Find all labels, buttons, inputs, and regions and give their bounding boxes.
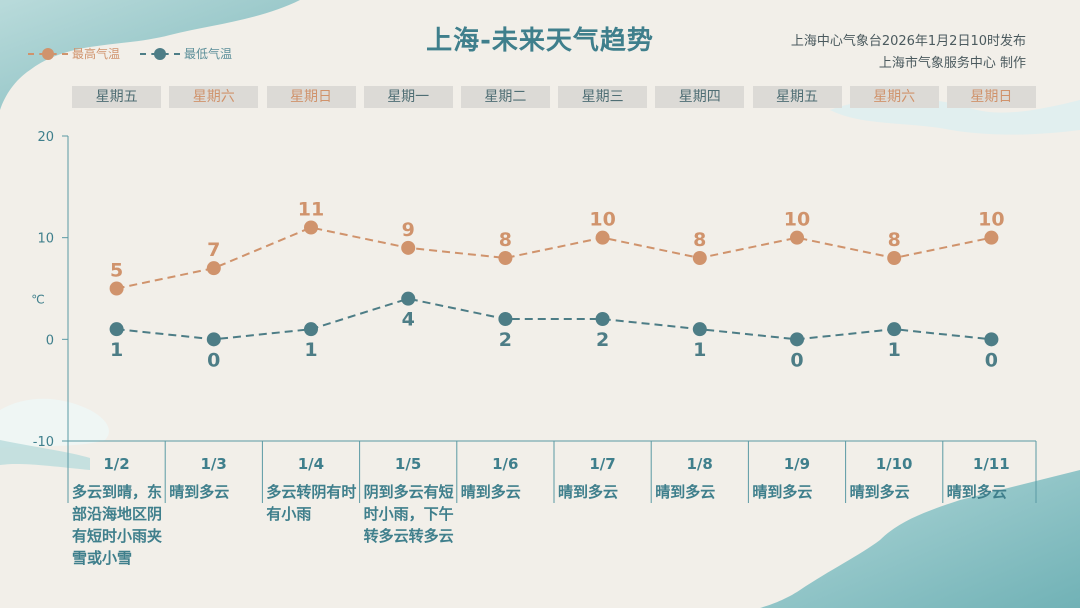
- maker-text: 上海市气象服务中心 制作: [878, 56, 1026, 71]
- data-label-high: 10: [978, 209, 1004, 231]
- data-label-low: 1: [304, 339, 317, 361]
- data-point-high: [498, 251, 513, 265]
- weather-condition: 晴到多云: [558, 483, 619, 501]
- series-line-low: [116, 297, 992, 341]
- data-label-low: 2: [499, 329, 512, 351]
- weather-condition: 多云到晴，东部沿海地区阴有短时小雨夹雪或小雪: [72, 483, 163, 567]
- date-label: 1/5: [394, 455, 422, 473]
- weather-condition: 晴到多云: [849, 483, 910, 501]
- data-point-low: [692, 322, 707, 337]
- data-label-low: 0: [985, 349, 998, 371]
- data-label-high: 7: [207, 239, 220, 261]
- data-label-high: 5: [110, 260, 123, 282]
- weekday-label: 星期日: [946, 86, 1036, 108]
- data-point-high: [401, 240, 416, 255]
- chart-title: 上海-未来天气趋势: [426, 26, 654, 56]
- weather-condition: 晴到多云: [655, 483, 716, 501]
- data-point-high: [595, 230, 610, 245]
- legend-swatch-high: [28, 47, 68, 61]
- date-label: 1/8: [686, 455, 713, 473]
- data-label-low: 2: [596, 329, 609, 351]
- data-label-high: 10: [589, 209, 615, 231]
- date-label: 1/9: [783, 455, 811, 473]
- y-tick-label: 0: [46, 333, 54, 348]
- data-point-low: [109, 322, 124, 337]
- issuer-text: 上海中心气象台2026年1月2日10时发布: [790, 34, 1026, 49]
- legend-swatch-low: [140, 47, 180, 61]
- data-point-high: [692, 251, 707, 265]
- data-label-high: 9: [402, 219, 415, 241]
- weather-condition: 阴到多云有短时小雨，下午转多云转多云: [363, 483, 454, 545]
- data-point-low: [595, 312, 610, 326]
- y-axis-label: ℃: [31, 293, 44, 307]
- weather-condition: 多云转阴有时有小雨: [266, 483, 357, 523]
- weekday-label: 星期五: [752, 86, 842, 108]
- data-point-low: [984, 332, 999, 347]
- weekday-label: 星期一: [363, 86, 453, 108]
- series-lines: [116, 226, 992, 341]
- weather-condition: 晴到多云: [752, 483, 813, 501]
- data-point-low: [206, 332, 221, 347]
- data-point-high: [984, 230, 999, 245]
- weather-condition: 晴到多云: [460, 483, 521, 501]
- data-point-high: [790, 230, 804, 245]
- legend-label-high: 最高气温: [72, 47, 121, 61]
- weather-condition: 晴到多云: [169, 483, 230, 501]
- data-label-low: 1: [693, 339, 706, 361]
- weekday-label: 星期日: [266, 86, 356, 108]
- y-tick-label: 10: [37, 232, 54, 247]
- legend-label-low: 最低气温: [184, 47, 233, 61]
- data-point-high: [109, 281, 124, 296]
- date-label: 1/4: [297, 455, 325, 473]
- date-label: 1/3: [200, 455, 227, 473]
- data-label-low: 4: [402, 309, 415, 331]
- weekday-label: 星期六: [849, 86, 939, 108]
- weekday-label: 星期四: [655, 86, 745, 108]
- data-point-high: [206, 261, 221, 276]
- date-label: 1/11: [972, 455, 1010, 473]
- y-tick-label: -10: [33, 435, 54, 450]
- data-label-high: 11: [298, 199, 324, 221]
- weather-condition: 晴到多云: [946, 483, 1007, 501]
- data-label-low: 1: [110, 339, 123, 361]
- data-point-low: [887, 322, 902, 337]
- series-line-high: [116, 226, 992, 290]
- data-point-low: [790, 332, 804, 347]
- data-point-high: [887, 251, 902, 265]
- legend-item-high: 最高气温: [28, 45, 120, 62]
- weekday-label: 星期三: [558, 86, 648, 108]
- date-label: 1/2: [103, 455, 130, 473]
- y-tick-label: 20: [37, 130, 54, 145]
- data-label-low: 0: [207, 349, 220, 371]
- date-label: 1/6: [492, 455, 519, 473]
- weekday-label: 星期六: [169, 86, 259, 108]
- data-point-low: [401, 291, 416, 306]
- weekday-label: 星期五: [72, 86, 162, 108]
- weekday-label: 星期二: [460, 86, 550, 108]
- date-label: 1/7: [589, 455, 616, 473]
- date-label: 1/10: [875, 455, 913, 473]
- legend-item-low: 最低气温: [140, 45, 232, 62]
- data-label-high: 8: [693, 229, 706, 251]
- data-label-low: 1: [888, 339, 901, 361]
- data-label-high: 8: [499, 229, 512, 251]
- data-point-high: [304, 220, 318, 235]
- data-point-low: [304, 322, 318, 337]
- data-label-high: 10: [784, 209, 810, 231]
- data-label-low: 0: [790, 349, 803, 371]
- data-label-high: 8: [888, 229, 901, 251]
- data-point-low: [498, 312, 513, 326]
